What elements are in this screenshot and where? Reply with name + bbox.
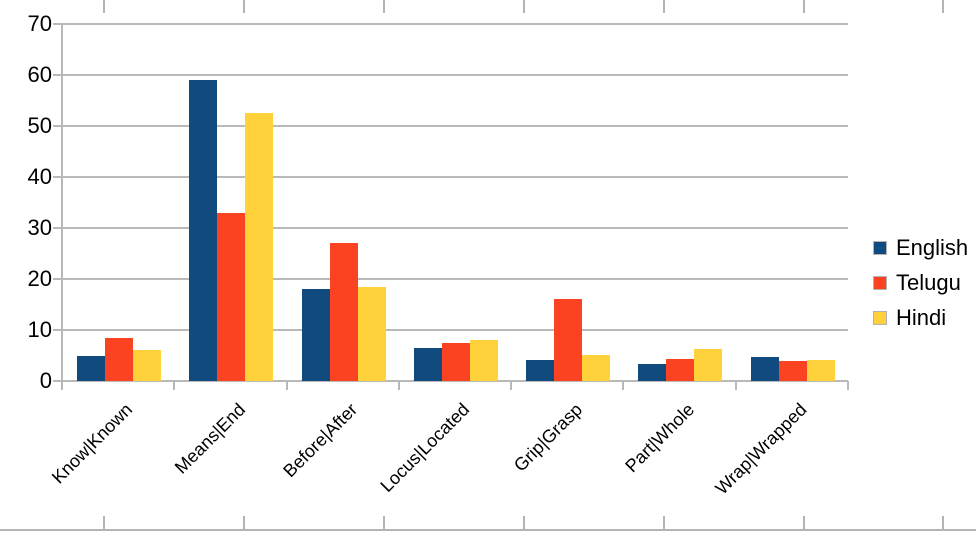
legend-swatch-english [873, 241, 887, 255]
y-axis-label: 60 [27, 62, 52, 87]
bar-telugu-5 [666, 358, 694, 381]
bar-english-0 [77, 355, 105, 381]
cell-column-border [243, 516, 245, 530]
legend-label: English [896, 235, 969, 260]
bar-hindi-5 [694, 348, 722, 381]
y-axis-tick [53, 23, 62, 25]
legend-item-hindi: Hindi [873, 307, 968, 329]
y-axis-label: 10 [27, 317, 52, 342]
cell-column-border [663, 516, 665, 530]
bar-telugu-6 [779, 360, 807, 381]
y-axis-tick [53, 329, 62, 331]
gridline [62, 278, 848, 280]
x-axis-tick [734, 381, 737, 390]
bar-hindi-0 [133, 350, 161, 381]
cell-column-border [803, 0, 805, 13]
cell-column-border [383, 516, 385, 530]
cell-row-border [0, 529, 976, 531]
bar-english-3 [414, 347, 442, 381]
bar-hindi-6 [807, 359, 835, 381]
x-axis-label: Grip|Grasp [509, 399, 586, 476]
bar-telugu-1 [217, 212, 245, 381]
legend-label: Telugu [896, 270, 961, 295]
bar-hindi-1 [245, 113, 273, 381]
legend-swatch-hindi [873, 311, 887, 325]
cell-column-border [243, 0, 245, 13]
cell-column-border [103, 0, 105, 13]
cell-column-border [663, 0, 665, 13]
bar-hindi-4 [582, 354, 610, 381]
bar-hindi-3 [470, 340, 498, 381]
chart-legend: English Telugu Hindi [873, 237, 968, 329]
bar-english-6 [751, 356, 779, 381]
gridline [62, 227, 848, 229]
y-axis-tick [53, 380, 62, 382]
bar-telugu-2 [330, 243, 358, 381]
y-axis-label: 0 [39, 368, 52, 393]
y-axis-tick [53, 278, 62, 280]
y-axis-label: 70 [27, 11, 52, 36]
x-axis-label: Locus|Located [376, 399, 474, 497]
bar-english-2 [302, 289, 330, 381]
legend-item-telugu: Telugu [873, 272, 968, 294]
bar-telugu-0 [105, 337, 133, 381]
legend-item-english: English [873, 237, 968, 259]
x-axis-tick [622, 381, 625, 390]
bar-english-5 [638, 363, 666, 381]
x-axis-line [62, 380, 848, 382]
y-axis-label: 20 [27, 266, 52, 291]
gridline [62, 74, 848, 76]
x-axis-label: Know|Known [48, 399, 137, 488]
gridline [62, 125, 848, 127]
bar-hindi-2 [358, 286, 386, 381]
y-axis-tick [53, 176, 62, 178]
x-axis-label: Means|End [170, 399, 249, 478]
legend-label: Hindi [896, 305, 947, 330]
y-axis-line [61, 23, 63, 383]
y-axis-tick [53, 74, 62, 76]
y-axis-label: 50 [27, 113, 52, 138]
x-axis-label: Part|Whole [621, 399, 699, 477]
cell-column-border [942, 0, 944, 13]
bar-telugu-3 [442, 342, 470, 381]
gridline [62, 176, 848, 178]
y-axis-label: 30 [27, 215, 52, 240]
x-axis-label: Wrap|Wrapped [711, 399, 811, 499]
x-axis-tick [285, 381, 288, 390]
gridline [62, 329, 848, 331]
x-axis-label: Before|After [279, 399, 362, 482]
cell-column-border [942, 516, 944, 530]
x-axis-tick [847, 381, 849, 390]
gridline [62, 23, 848, 25]
bar-telugu-4 [554, 299, 582, 381]
bar-english-4 [526, 359, 554, 381]
y-axis-tick [53, 227, 62, 229]
legend-swatch-telugu [873, 276, 887, 290]
y-axis-label: 40 [27, 164, 52, 189]
x-axis-tick [510, 381, 513, 390]
cell-column-border [383, 0, 385, 13]
cell-column-border [803, 516, 805, 530]
x-axis-tick [173, 381, 176, 390]
y-axis-tick [53, 125, 62, 127]
cell-column-border [103, 516, 105, 530]
bar-english-1 [189, 80, 217, 381]
cell-column-border [523, 0, 525, 13]
x-axis-tick [397, 381, 400, 390]
cell-column-border [523, 516, 525, 530]
x-axis-tick [61, 381, 63, 390]
